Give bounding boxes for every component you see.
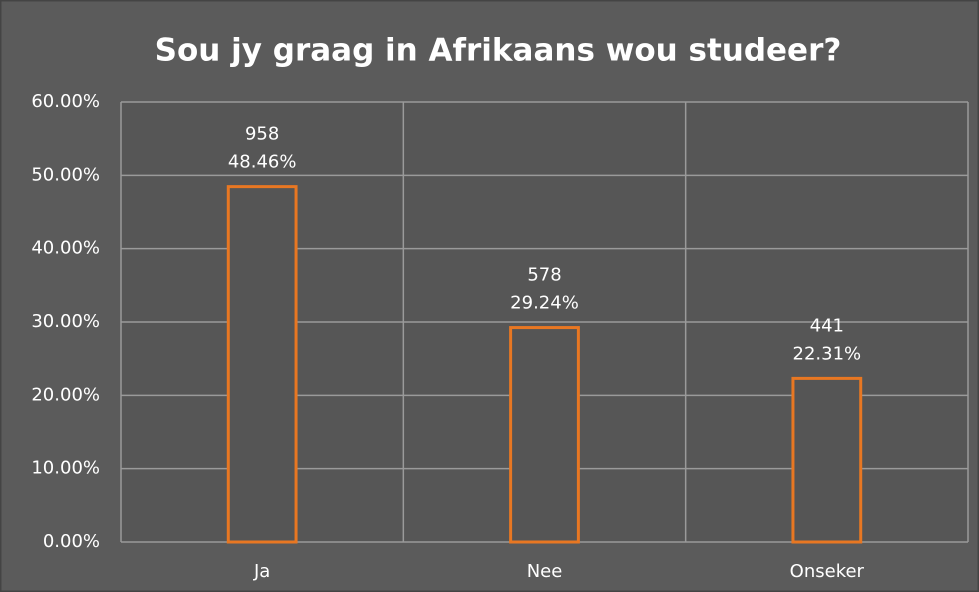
count-label: 578: [527, 265, 561, 286]
count-label: 958: [245, 124, 279, 145]
y-tick-label: 40.00%: [31, 238, 100, 259]
count-label: 441: [810, 315, 844, 336]
y-tick-label: 30.00%: [31, 311, 100, 332]
y-tick-label: 60.00%: [31, 91, 100, 112]
x-tick-label: Onseker: [790, 561, 865, 582]
y-tick-label: 10.00%: [31, 458, 100, 479]
x-tick-label: Ja: [253, 561, 270, 582]
y-tick-label: 50.00%: [31, 164, 100, 185]
value-label: 29.24%: [510, 293, 579, 314]
y-tick-label: 0.00%: [43, 531, 100, 552]
chart-title: Sou jy graag in Afrikaans wou studeer?: [155, 33, 842, 69]
bar: [509, 326, 580, 544]
y-tick-label: 20.00%: [31, 384, 100, 405]
value-label: 22.31%: [793, 343, 862, 364]
x-tick-label: Nee: [527, 561, 563, 582]
bar: [226, 185, 298, 544]
bar: [791, 376, 863, 544]
value-label: 48.46%: [228, 152, 297, 173]
